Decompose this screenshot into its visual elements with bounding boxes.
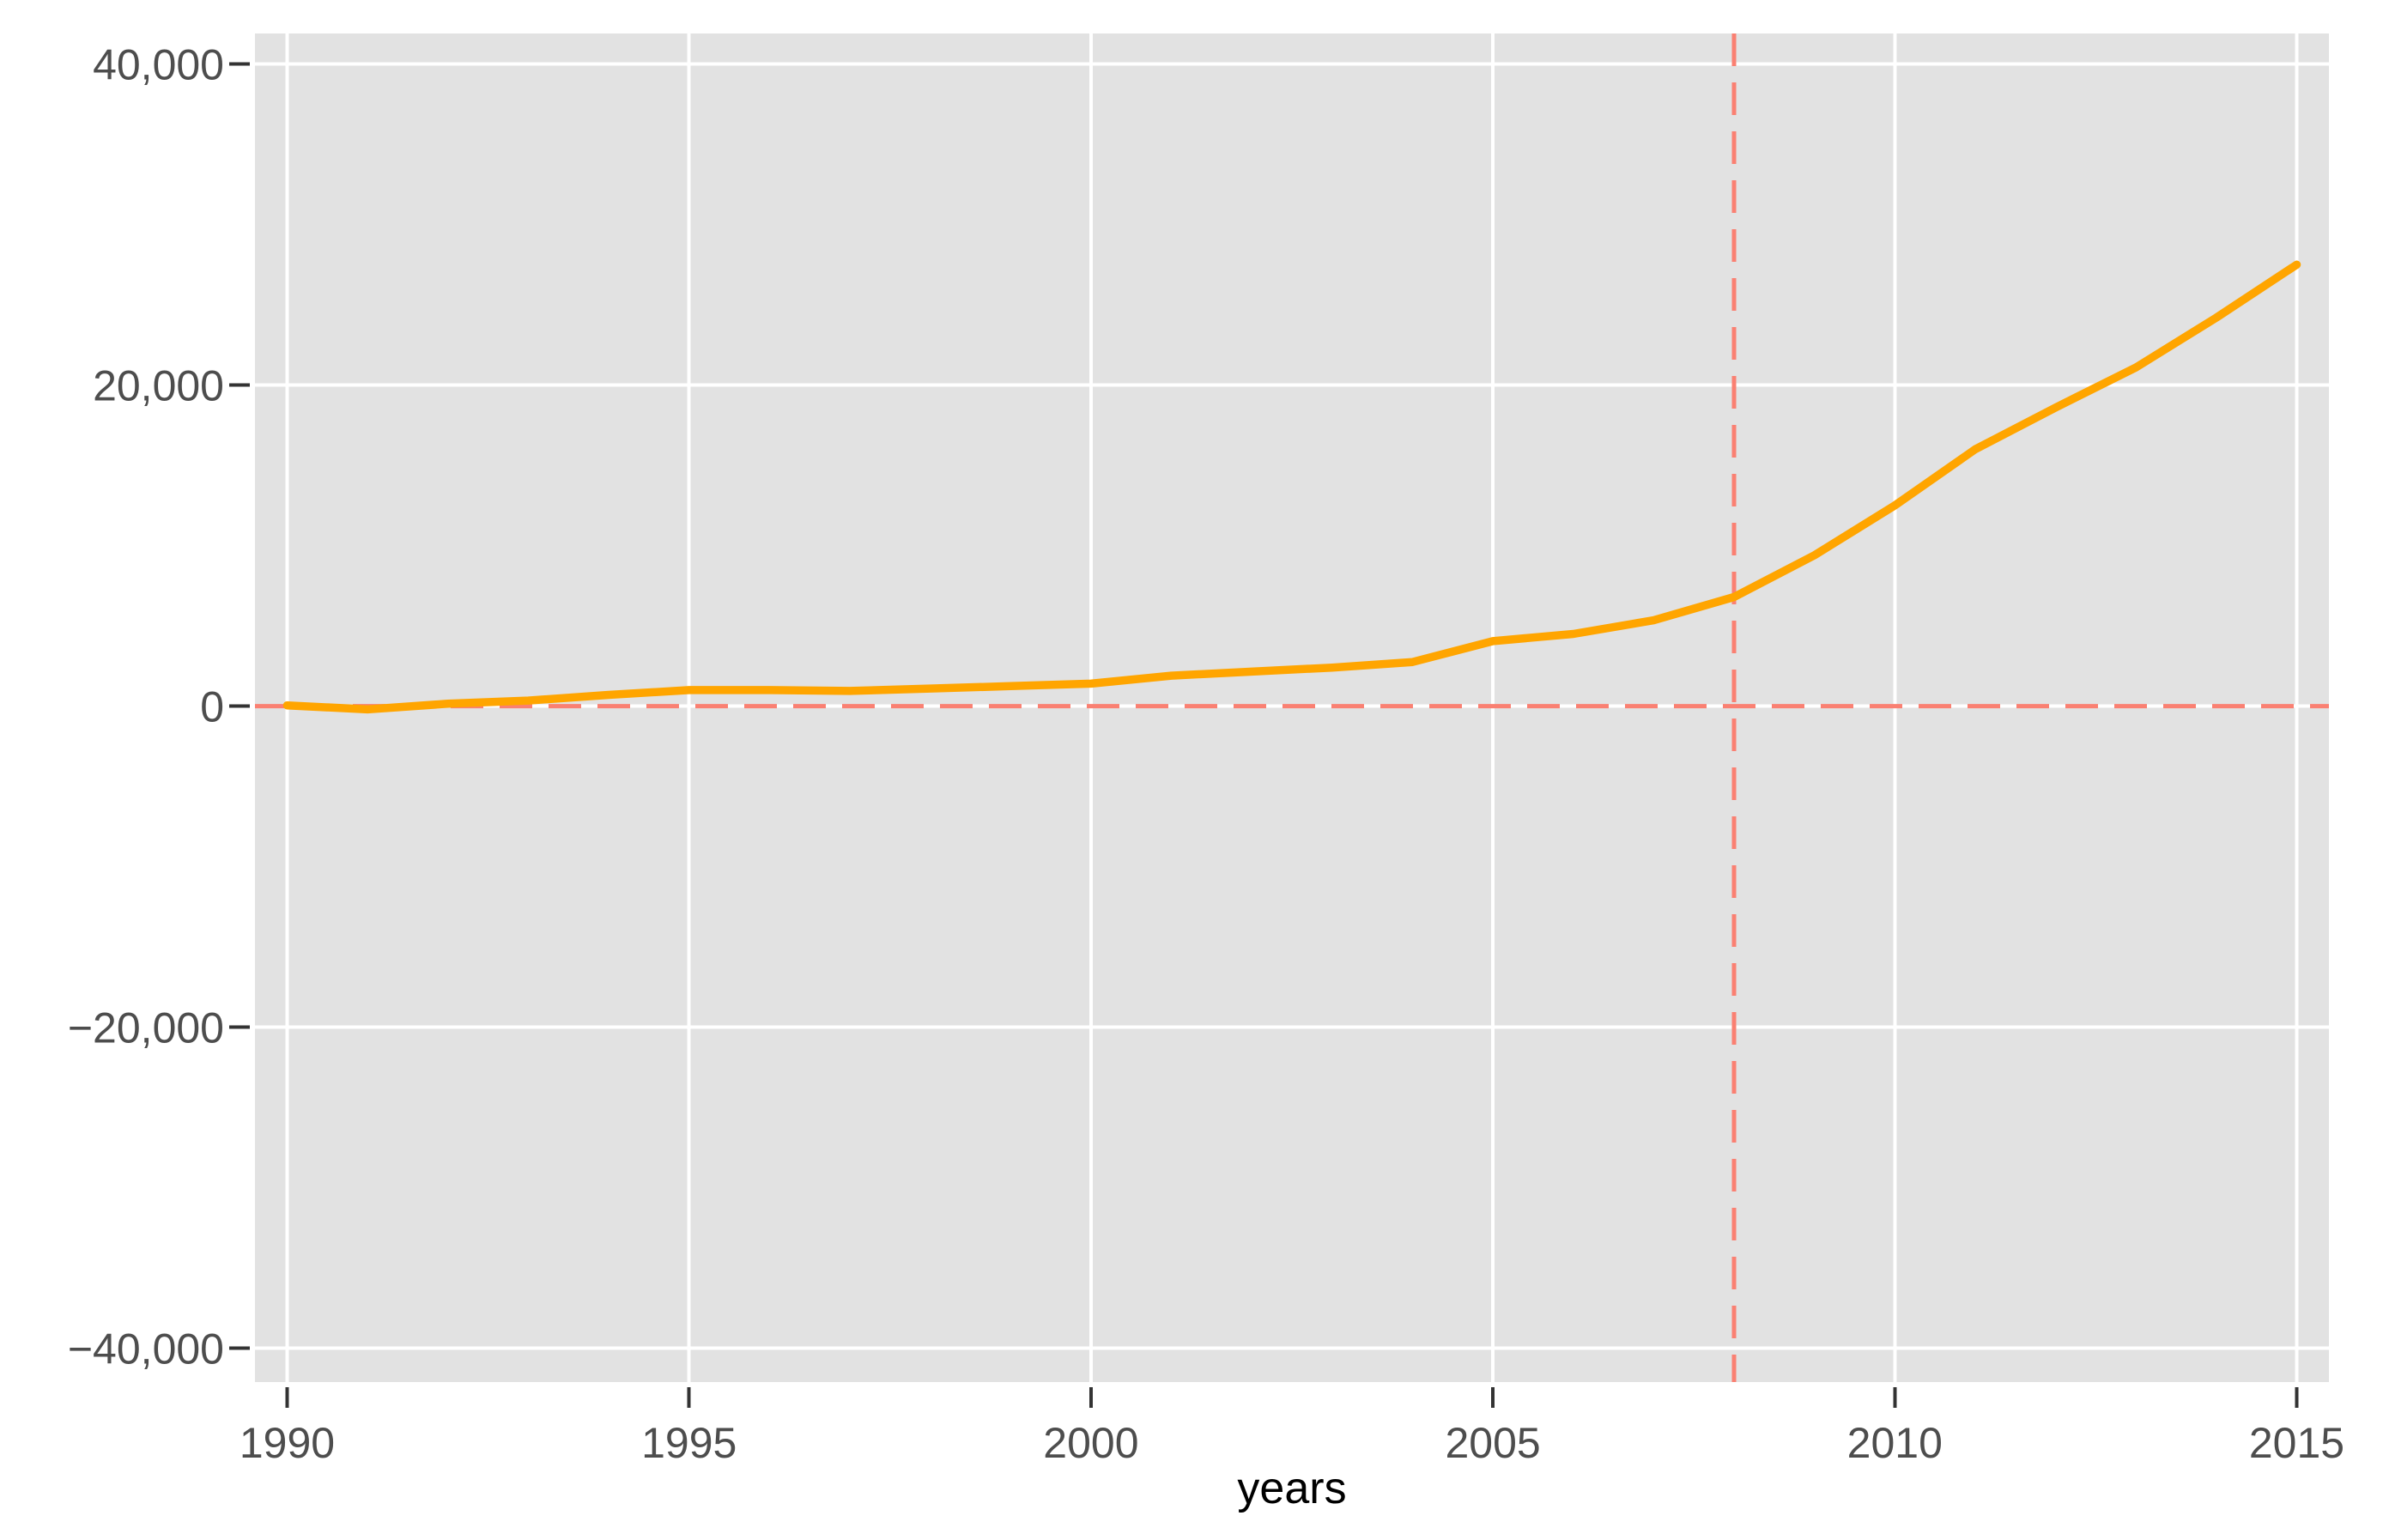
x-axis-title: years bbox=[1237, 1464, 1347, 1513]
x-tick-label: 2010 bbox=[1847, 1419, 1943, 1467]
x-tick-label: 2015 bbox=[2249, 1419, 2344, 1467]
x-tick-label: 2005 bbox=[1445, 1419, 1540, 1467]
y-tick-label: 40,000 bbox=[93, 41, 224, 89]
y-tick-label: 0 bbox=[200, 683, 224, 731]
x-tick-label: 1990 bbox=[240, 1419, 335, 1467]
data-line bbox=[282, 260, 2301, 714]
y-tick-label: −40,000 bbox=[68, 1325, 224, 1373]
x-tick-label: 1995 bbox=[641, 1419, 737, 1467]
y-tick-label: −20,000 bbox=[68, 1004, 224, 1052]
y-tick-label: 20,000 bbox=[93, 362, 224, 410]
x-tick-label: 2000 bbox=[1043, 1419, 1138, 1467]
